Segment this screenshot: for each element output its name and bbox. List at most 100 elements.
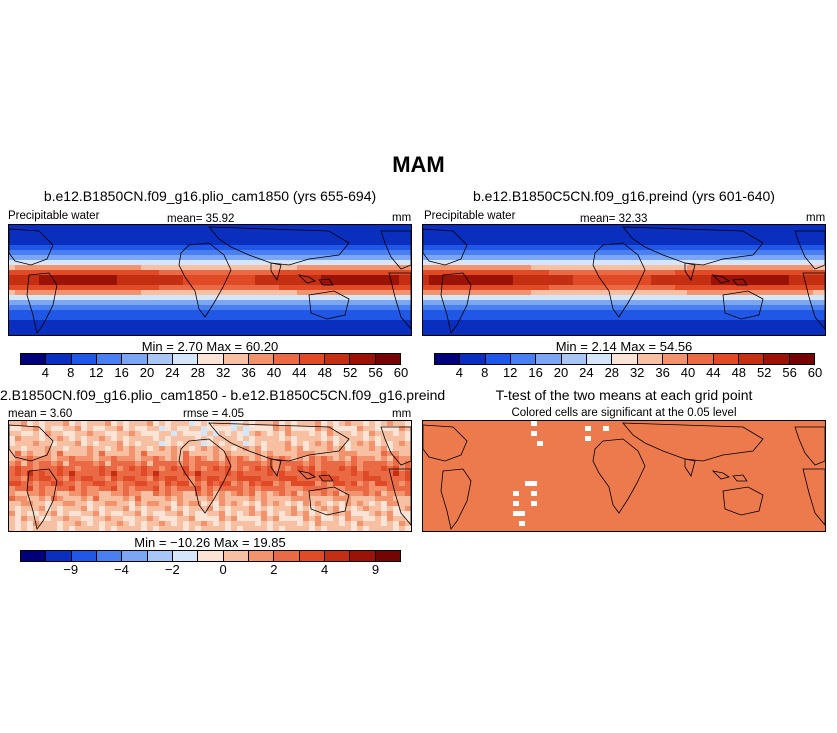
panel3-colorbar	[20, 550, 401, 562]
coastline	[380, 426, 411, 466]
colorbar-tick-label: 9	[371, 562, 380, 577]
colorbar-tick-label: 60	[393, 365, 409, 380]
colorbar-tick-label: −9	[63, 562, 79, 577]
colorbar-swatch	[223, 551, 249, 561]
colorbar-tick-label: 8	[481, 365, 489, 380]
colorbar-tick-label: −2	[164, 562, 180, 577]
colorbar-tick-label: 56	[368, 365, 383, 380]
panel4-title: T-test of the two means at each grid poi…	[495, 387, 753, 403]
colorbar-swatch	[299, 354, 325, 364]
panel1-minmax: Min = 2.70 Max = 60.20	[141, 339, 279, 354]
colorbar-swatch	[688, 354, 714, 364]
coastline	[794, 426, 825, 466]
panel2-units-label: mm	[806, 212, 826, 224]
colorbar-tick-label: 48	[731, 365, 747, 380]
colorbar-tick-label: 12	[502, 365, 518, 380]
colorbar-tick-label: 24	[579, 365, 594, 380]
panel2-variable-label: Precipitable water	[424, 210, 516, 222]
coastline	[297, 274, 334, 286]
coastline	[308, 290, 350, 320]
colorbar-swatch	[122, 354, 148, 364]
panel1-units-label: mm	[392, 212, 412, 224]
coastline	[722, 290, 764, 320]
colorbar-swatch	[172, 551, 199, 561]
panel1-colorbar	[20, 353, 401, 365]
colorbar-swatch	[274, 354, 300, 364]
colorbar-swatch	[299, 551, 325, 561]
coastline	[440, 468, 472, 530]
colorbar-swatch	[248, 354, 275, 364]
colorbar-tick-label: 2	[270, 562, 278, 577]
coastline	[178, 438, 232, 514]
panel3-minmax: Min = −10.26 Max = 19.85	[134, 535, 286, 550]
colorbar-swatch	[122, 551, 148, 561]
panel1-variable-label: Precipitable water	[8, 210, 100, 222]
coastline	[208, 422, 350, 462]
colorbar-swatch	[71, 551, 97, 561]
coastline	[802, 272, 825, 330]
panel2-title: b.e12.B1850C5CN.f09_g16.preind (yrs 601-…	[473, 188, 775, 204]
panel1-title: b.e12.B1850CN.f09_g16.plio_cam1850 (yrs …	[43, 188, 377, 204]
coastline	[388, 468, 411, 526]
panel3-title: 2.B1850CN.f09_g16.plio_cam1850 - b.e12.B…	[0, 387, 446, 403]
colorbar-tick-label: 60	[807, 365, 823, 380]
colorbar-tick-label: 4	[321, 562, 329, 577]
colorbar-swatch	[375, 551, 400, 561]
coastline	[423, 228, 468, 266]
colorbar-tick-label: 52	[342, 365, 358, 380]
colorbar-swatch	[662, 354, 689, 364]
coastline	[711, 274, 748, 286]
colorbar-swatch	[21, 551, 47, 561]
panel1-map	[8, 224, 412, 336]
colorbar-swatch	[198, 551, 224, 561]
coastline	[711, 470, 748, 482]
panel2-minmax: Min = 2.14 Max = 54.56	[555, 339, 693, 354]
colorbar-tick-label: 12	[88, 365, 104, 380]
colorbar-tick-label: 48	[317, 365, 333, 380]
colorbar-swatch	[764, 354, 790, 364]
panel4-subtitle: Colored cells are significant at the 0.0…	[511, 407, 737, 419]
colorbar-swatch	[172, 354, 199, 364]
colorbar-swatch	[248, 551, 275, 561]
colorbar-swatch	[147, 354, 173, 364]
panel3-colorbar-labels: −9 −4 −2 0 2 4 9	[20, 562, 401, 578]
coastline	[684, 262, 696, 281]
coastline	[440, 272, 472, 334]
colorbar-tick-label: 4	[455, 365, 464, 380]
colorbar-tick-label: 16	[114, 365, 129, 380]
panel3-map	[8, 420, 412, 532]
colorbar-swatch	[350, 354, 376, 364]
colorbar-tick-label: 0	[219, 562, 227, 577]
coastline	[270, 262, 282, 281]
colorbar-tick-label: 40	[680, 365, 696, 380]
colorbar-tick-label: 56	[782, 365, 797, 380]
panel3-units-label: mm	[392, 408, 412, 420]
colorbar-tick-label: 20	[139, 365, 155, 380]
colorbar-tick-label: 36	[241, 365, 256, 380]
panel2-colorbar-labels: 4 8 12 16 20 24 28 32 36 40 44 48 52 56 60	[434, 365, 822, 381]
panel1-mean-label: mean= 35.92	[167, 213, 235, 225]
coastline	[794, 230, 825, 270]
coastline	[297, 470, 334, 482]
colorbar-swatch	[350, 551, 376, 561]
colorbar-swatch	[435, 354, 461, 364]
colorbar-swatch	[586, 354, 613, 364]
colorbar-tick-label: 24	[165, 365, 180, 380]
coastline	[592, 438, 646, 514]
colorbar-tick-label: 44	[706, 365, 721, 380]
panel4-map	[422, 420, 826, 532]
coastline	[26, 468, 58, 530]
colorbar-swatch	[510, 354, 537, 364]
coastline	[270, 458, 282, 477]
colorbar-swatch	[637, 354, 663, 364]
colorbar-swatch	[71, 354, 97, 364]
coastline	[592, 242, 646, 318]
colorbar-swatch	[274, 551, 300, 561]
coastline	[802, 468, 825, 526]
panel3-rmse-label: rmse = 4.05	[183, 408, 245, 420]
coastline	[208, 226, 350, 266]
colorbar-swatch	[738, 354, 765, 364]
colorbar-tick-label: 28	[190, 365, 206, 380]
coastline	[423, 424, 468, 462]
colorbar-tick-label: 32	[629, 365, 645, 380]
